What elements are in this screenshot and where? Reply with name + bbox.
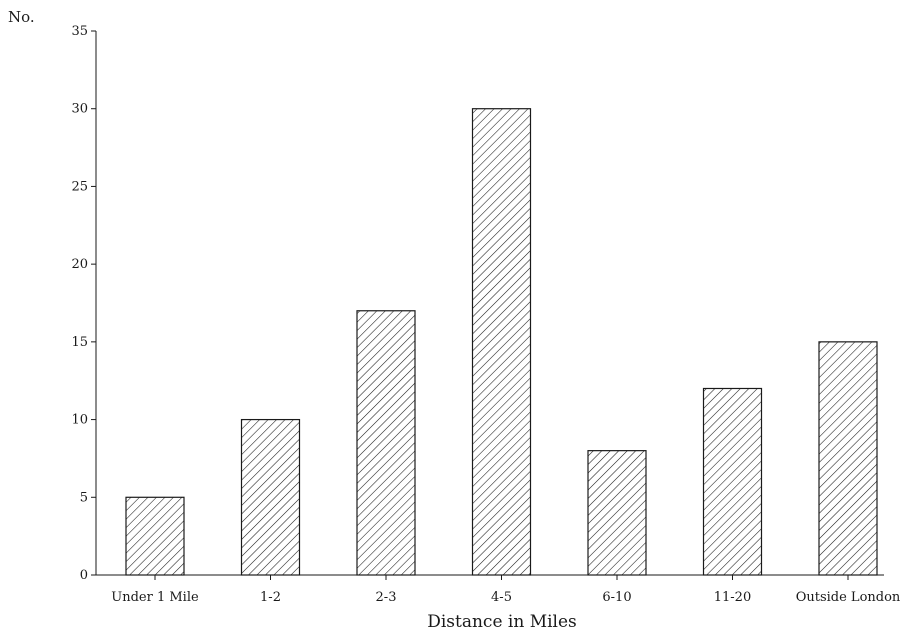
y-axis-label: No. <box>8 8 35 26</box>
bar <box>702 387 763 576</box>
bar <box>356 310 416 576</box>
x-tick-label: 11-20 <box>714 590 751 605</box>
x-tick-label: Under 1 Mile <box>111 590 199 605</box>
x-tick-label: 2-3 <box>376 590 397 605</box>
bar <box>125 496 185 576</box>
x-tick-label: 6-10 <box>602 590 631 605</box>
x-axis-title: Distance in Miles <box>427 612 577 632</box>
bar <box>587 450 647 576</box>
y-axis-ticks: 0 5 10 15 20 25 30 35 <box>71 24 96 583</box>
y-tick-label: 0 <box>80 568 88 583</box>
y-tick-label: 35 <box>71 24 88 39</box>
y-tick-label: 20 <box>71 257 88 272</box>
bar <box>240 418 301 576</box>
bar <box>471 108 532 576</box>
x-axis-tick-labels: Under 1 Mile 1-2 2-3 4-5 6-10 11-20 Outside Lo… <box>111 575 901 605</box>
y-tick-label: 15 <box>71 335 88 350</box>
x-tick-label: Outside London <box>796 590 901 605</box>
bar <box>818 341 878 576</box>
y-tick-label: 5 <box>80 490 88 505</box>
bars-group <box>125 108 878 576</box>
x-tick-label: 4-5 <box>491 590 512 605</box>
x-tick-label: 1-2 <box>260 590 281 605</box>
y-tick-label: 30 <box>71 102 88 117</box>
y-tick-label: 25 <box>71 179 88 194</box>
y-tick-label: 10 <box>71 413 88 428</box>
